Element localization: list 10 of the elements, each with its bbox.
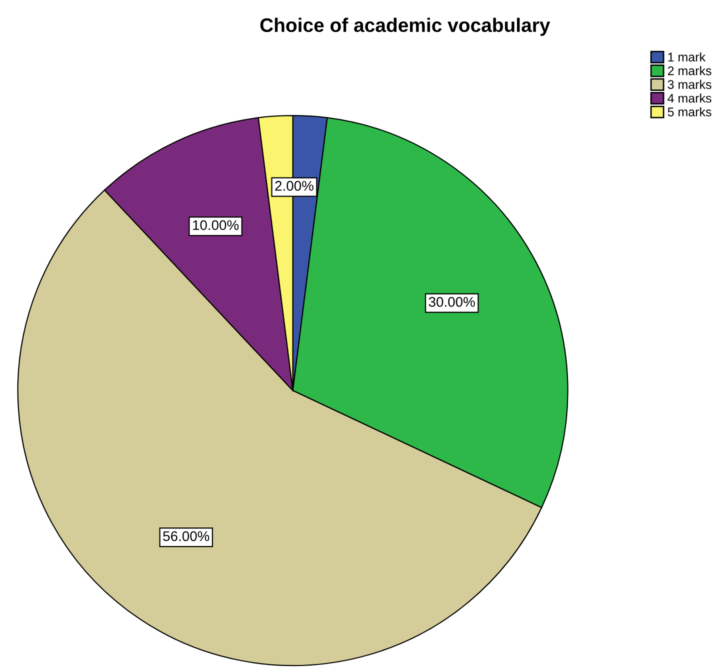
data-label: 56.00% xyxy=(163,531,210,542)
data-label: 10.00% xyxy=(193,220,239,230)
data-label: 30.00% xyxy=(428,296,475,307)
legend-label: 3 marks xyxy=(668,80,712,89)
legend-label: 5 marks xyxy=(668,107,712,116)
legend-label: 2 marks xyxy=(668,66,712,76)
chart-title: Choice of academic vocabulary xyxy=(260,18,550,36)
legend-label: 4 marks xyxy=(668,93,712,103)
data-label: 2.00% xyxy=(275,180,314,191)
legend-label: 1 mark xyxy=(668,52,706,62)
